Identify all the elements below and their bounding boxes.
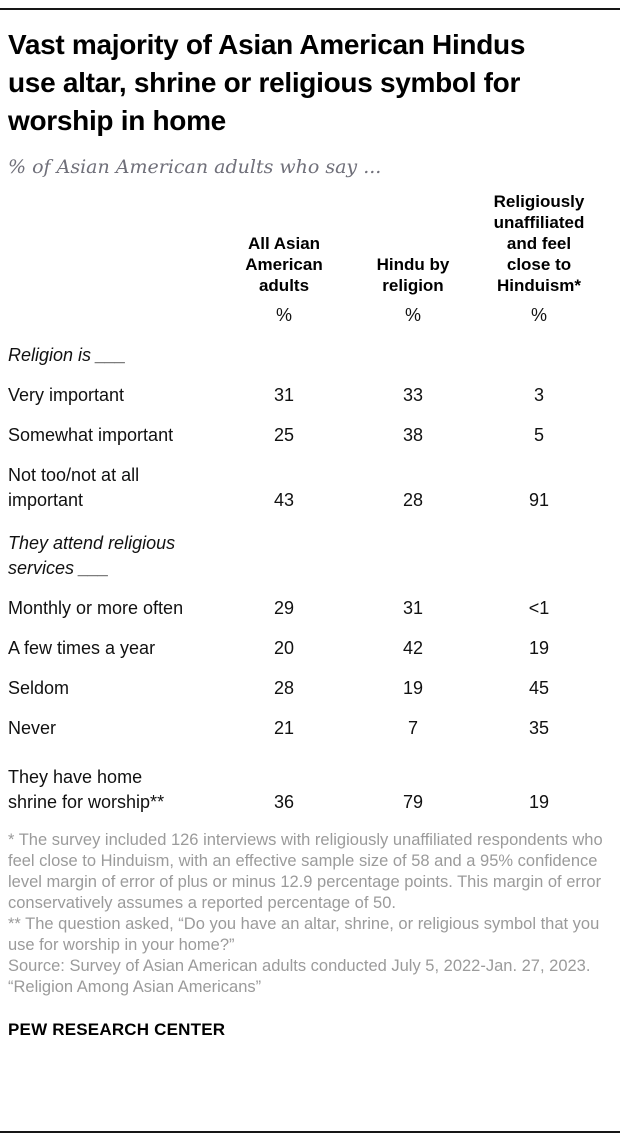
value-cell: 20 xyxy=(273,638,295,658)
row-label: A few times a year xyxy=(8,638,156,658)
table-row-never: Never 21 7 35 xyxy=(8,701,612,741)
table-row-home-shrine: They have home shrine for worship** 36 7… xyxy=(8,741,612,815)
table-row-monthly-or-more: Monthly or more often 29 31 <1 xyxy=(8,581,612,621)
percent-symbol-col3: % xyxy=(530,305,547,325)
row-label: Never xyxy=(8,718,57,738)
row-label: Not too/not at all important xyxy=(8,465,140,510)
value-cell: 33 xyxy=(402,385,424,405)
report-title-line: “Religion Among Asian Americans” xyxy=(8,978,262,996)
pew-research-center-wordmark: PEW RESEARCH CENTER xyxy=(8,1020,226,1039)
table-row-somewhat-important: Somewhat important 25 38 5 xyxy=(8,408,612,448)
data-table: All Asian American adults Hindu by relig… xyxy=(8,191,612,815)
row-label: Seldom xyxy=(8,678,70,698)
bottom-divider xyxy=(0,1131,620,1133)
row-label: They have home shrine for worship** xyxy=(8,767,165,812)
value-cell: 43 xyxy=(273,490,295,510)
column-header-empty xyxy=(8,191,208,296)
column-header-hindu-by-religion: Hindu by religion xyxy=(376,255,450,295)
value-cell: 35 xyxy=(528,718,550,738)
title-line-3: worship in home xyxy=(8,105,226,136)
value-cell: 31 xyxy=(402,598,424,618)
value-cell: 79 xyxy=(402,792,424,812)
row-label: Somewhat important xyxy=(8,425,174,445)
value-cell: 91 xyxy=(528,490,550,510)
footnote-question-wording: ** The question asked, “Do you have an a… xyxy=(8,915,600,954)
section-label: Religion is ___ xyxy=(8,345,127,365)
table-section-attend-services: They attend religious services ___ xyxy=(8,513,612,581)
table-row-seldom: Seldom 28 19 45 xyxy=(8,661,612,701)
value-cell: 19 xyxy=(528,792,550,812)
source-line: Source: Survey of Asian American adults … xyxy=(8,957,591,975)
title-line-1: Vast majority of Asian American Hindus xyxy=(8,29,526,60)
value-cell: 28 xyxy=(402,490,424,510)
chart-subtitle: % of Asian American adults who say ... xyxy=(8,156,382,178)
value-cell: 21 xyxy=(273,718,295,738)
value-cell: 7 xyxy=(407,718,418,738)
table-section-religion-importance: Religion is ___ xyxy=(8,325,612,368)
column-header-row: All Asian American adults Hindu by relig… xyxy=(8,191,612,296)
percent-unit-row: % % % xyxy=(8,296,612,325)
value-cell: 3 xyxy=(533,385,544,405)
value-cell: 31 xyxy=(273,385,295,405)
value-cell: 36 xyxy=(273,792,295,812)
value-cell: 28 xyxy=(273,678,295,698)
row-label: Very important xyxy=(8,385,125,405)
table-row-few-times-a-year: A few times a year 20 42 19 xyxy=(8,621,612,661)
table-row-not-too-important: Not too/not at all important 43 28 91 xyxy=(8,448,612,513)
top-divider xyxy=(0,8,620,10)
value-cell: 38 xyxy=(402,425,424,445)
footnotes-block: * The survey included 126 interviews wit… xyxy=(8,830,612,998)
percent-symbol-col1: % xyxy=(275,305,292,325)
row-label: Monthly or more often xyxy=(8,598,184,618)
footnote-sample-note: * The survey included 126 interviews wit… xyxy=(8,831,603,912)
value-cell: 25 xyxy=(273,425,295,445)
table-row-very-important: Very important 31 33 3 xyxy=(8,368,612,408)
column-header-religiously-unaffiliated: Religiously unaffiliated and feel close … xyxy=(493,192,585,295)
section-label: They attend religious services ___ xyxy=(8,533,176,578)
value-cell: 19 xyxy=(528,638,550,658)
percent-symbol-col2: % xyxy=(404,305,421,325)
value-cell: 45 xyxy=(528,678,550,698)
value-cell: 5 xyxy=(533,425,544,445)
value-cell: 29 xyxy=(273,598,295,618)
page-title: Vast majority of Asian American Hindus u… xyxy=(8,0,612,140)
column-header-all-asian-american-adults: All Asian American adults xyxy=(245,234,323,295)
value-cell: 19 xyxy=(402,678,424,698)
value-cell: 42 xyxy=(402,638,424,658)
value-cell: <1 xyxy=(528,598,550,618)
title-line-2: use altar, shrine or religious symbol fo… xyxy=(8,67,521,98)
